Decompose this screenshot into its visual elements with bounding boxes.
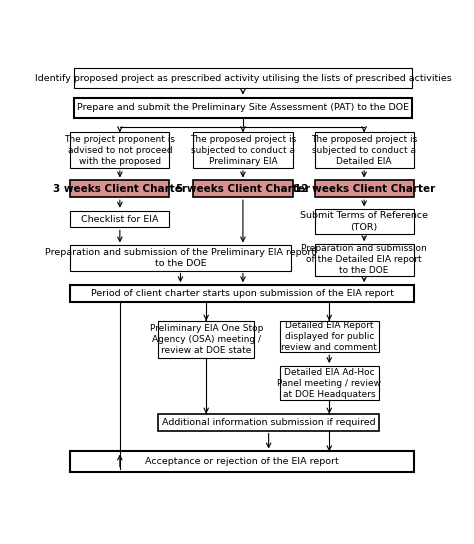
FancyBboxPatch shape xyxy=(315,209,414,234)
Text: Preparation and submission of the Preliminary EIA report
to the DOE: Preparation and submission of the Prelim… xyxy=(46,248,316,268)
Text: Detailed EIA Report
displayed for public
review and comment: Detailed EIA Report displayed for public… xyxy=(281,321,377,352)
FancyBboxPatch shape xyxy=(158,414,379,430)
Text: Additional information submission if required: Additional information submission if req… xyxy=(162,418,375,426)
FancyBboxPatch shape xyxy=(193,132,292,168)
FancyBboxPatch shape xyxy=(70,285,414,302)
Text: The proposed project is
subjected to conduct a
Preliminary EIA: The proposed project is subjected to con… xyxy=(190,134,296,166)
Text: Period of client charter starts upon submission of the EIA report: Period of client charter starts upon sub… xyxy=(91,289,393,298)
Text: The proposed project is
subjected to conduct a
Detailed EIA: The proposed project is subjected to con… xyxy=(311,134,417,166)
Text: Submit Terms of Reference
(TOR): Submit Terms of Reference (TOR) xyxy=(300,212,428,232)
Text: 5 weeks Client Charter: 5 weeks Client Charter xyxy=(176,184,310,194)
FancyBboxPatch shape xyxy=(74,68,412,88)
FancyBboxPatch shape xyxy=(74,97,412,118)
FancyBboxPatch shape xyxy=(70,132,170,168)
FancyBboxPatch shape xyxy=(70,452,414,472)
Text: Checklist for EIA: Checklist for EIA xyxy=(81,214,159,224)
Text: Identify proposed project as prescribed activity utilising the lists of prescrib: Identify proposed project as prescribed … xyxy=(35,74,451,83)
Text: Detailed EIA Ad-Hoc
Panel meeting / review
at DOE Headquaters: Detailed EIA Ad-Hoc Panel meeting / revi… xyxy=(277,368,381,399)
Text: 3 weeks Client Charter: 3 weeks Client Charter xyxy=(53,184,187,194)
Text: 12 weeks Client Charter: 12 weeks Client Charter xyxy=(293,184,435,194)
Text: Acceptance or rejection of the EIA report: Acceptance or rejection of the EIA repor… xyxy=(145,457,339,466)
FancyBboxPatch shape xyxy=(315,181,414,197)
FancyBboxPatch shape xyxy=(280,366,379,400)
Text: Prepare and submit the Preliminary Site Assessment (PAT) to the DOE: Prepare and submit the Preliminary Site … xyxy=(77,103,409,112)
FancyBboxPatch shape xyxy=(158,321,254,358)
FancyBboxPatch shape xyxy=(70,211,170,227)
FancyBboxPatch shape xyxy=(193,181,292,197)
FancyBboxPatch shape xyxy=(70,181,170,197)
FancyBboxPatch shape xyxy=(280,321,379,352)
Text: The project proponent is
advised to not proceed
with the proposed: The project proponent is advised to not … xyxy=(64,134,175,166)
FancyBboxPatch shape xyxy=(315,132,414,168)
Text: Preparation and submission
of the Detailed EIA report
to the DOE: Preparation and submission of the Detail… xyxy=(301,244,427,275)
Text: Preliminary EIA One Stop
Agency (OSA) meeting /
review at DOE state: Preliminary EIA One Stop Agency (OSA) me… xyxy=(149,324,263,355)
FancyBboxPatch shape xyxy=(315,244,414,276)
FancyBboxPatch shape xyxy=(70,245,291,270)
